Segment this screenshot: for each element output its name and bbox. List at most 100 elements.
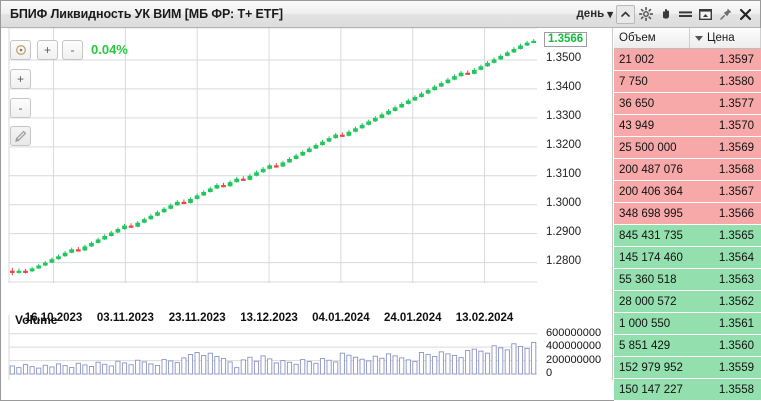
volume-title: Volume [15, 313, 58, 327]
order-volume-cell: 55 360 518 [619, 273, 677, 286]
order-volume-cell: 152 979 952 [619, 361, 683, 374]
order-book-row[interactable]: 200 406 364 1.3567 [614, 181, 761, 203]
lines-icon[interactable] [676, 5, 695, 24]
order-price-cell: 1.3562 [718, 295, 754, 308]
price-gridlines [8, 28, 537, 283]
timeframe-label[interactable]: день [576, 8, 605, 20]
x-axis-tick: 03.11.2023 [96, 312, 154, 324]
order-volume-cell: 1 000 550 [619, 317, 671, 330]
order-price-cell: 1.3565 [718, 229, 754, 242]
order-book-row[interactable]: 145 174 460 1.3564 [614, 247, 761, 269]
order-volume-cell: 845 431 735 [619, 229, 683, 242]
order-volume-cell: 36 650 [619, 97, 655, 110]
x-axis-tick: 04.01.2024 [312, 312, 370, 324]
y-axis-tick: 1.3200 [546, 138, 582, 151]
order-volume-cell: 25 500 000 [619, 141, 677, 154]
order-book-row[interactable]: 43 949 1.3570 [614, 115, 761, 137]
order-price-cell: 1.3558 [718, 383, 754, 396]
order-volume-cell: 200 487 076 [619, 163, 683, 176]
volume-y-axis-tick: 0 [546, 367, 553, 379]
zoom-in-button[interactable]: + [37, 40, 58, 60]
y-axis-tick: 1.3400 [546, 80, 582, 93]
close-icon[interactable] [736, 5, 755, 24]
order-book-rows[interactable]: 21 002 1.3597 7 750 1.3580 36 650 1.3577 43 94… [614, 49, 761, 401]
x-axis-tick: 24.01.2024 [383, 312, 442, 324]
order-book[interactable]: Объем Цена 21 002 1.3597 7 750 1.3580 36 650… [614, 28, 761, 401]
y-axis-tick: 1.3000 [546, 196, 582, 209]
pin-icon[interactable] [716, 5, 735, 24]
gear-icon[interactable] [636, 5, 655, 24]
zoom-out-button[interactable]: - [62, 40, 83, 60]
order-book-row[interactable]: 152 979 952 1.3559 [614, 357, 761, 379]
y-zoom-in-button[interactable]: + [10, 69, 31, 89]
y-axis-tick: 1.2800 [546, 254, 582, 267]
order-volume-cell: 150 147 227 [619, 383, 683, 396]
order-volume-cell: 348 698 995 [619, 207, 683, 220]
order-book-row[interactable]: 5 851 429 1.3560 [614, 335, 761, 357]
volume-y-axis-tick: 600000000 [546, 326, 602, 339]
order-price-cell: 1.3577 [718, 97, 754, 110]
order-book-row[interactable]: 7 750 1.3580 [614, 71, 761, 93]
y-axis-tick: 1.2900 [546, 225, 582, 238]
order-price-cell: 1.3563 [718, 273, 754, 286]
titlebar-controls: день ▾ [577, 1, 761, 27]
hand-icon[interactable] [656, 5, 675, 24]
window-title: БПИФ Ликвидность УК ВИМ [МБ ФР: T+ ETF] [10, 7, 283, 21]
order-book-row[interactable]: 150 147 227 1.3558 [614, 379, 761, 401]
title-bar: БПИФ Ликвидность УК ВИМ [МБ ФР: T+ ETF] … [1, 1, 760, 28]
order-price-cell: 1.3559 [718, 361, 754, 374]
y-zoom-out-button[interactable]: - [10, 98, 31, 118]
collapse-icon[interactable] [616, 4, 635, 24]
change-percent-label: 0.04% [91, 42, 128, 57]
order-book-row[interactable]: 36 650 1.3577 [614, 93, 761, 115]
order-book-header: Объем Цена [614, 28, 761, 49]
order-price-cell: 1.3568 [718, 163, 754, 176]
order-book-row[interactable]: 25 500 000 1.3569 [614, 137, 761, 159]
price-plot[interactable] [1, 28, 612, 283]
column-header-price-label: Цена [707, 32, 735, 44]
y-axis-tick: 1.3500 [546, 51, 582, 64]
y-axis-tick: 1.3300 [546, 109, 582, 122]
column-header-price[interactable]: Цена [690, 28, 761, 48]
window-icon[interactable] [696, 5, 715, 24]
sort-desc-icon[interactable] [695, 35, 703, 41]
volume-bars [8, 315, 537, 380]
order-book-row[interactable]: 28 000 572 1.3562 [614, 291, 761, 313]
order-price-cell: 1.3567 [718, 185, 754, 198]
x-axis-tick: 13.02.2024 [455, 312, 514, 324]
current-price-badge: 1.3566 [544, 31, 588, 47]
order-price-cell: 1.3580 [718, 75, 754, 88]
volume-subchart[interactable]: Volume [1, 313, 612, 380]
order-volume-cell: 21 002 [619, 53, 655, 66]
order-book-row[interactable]: 200 487 076 1.3568 [614, 159, 761, 181]
order-volume-cell: 200 406 364 [619, 185, 683, 198]
order-volume-cell: 5 851 429 [619, 339, 671, 352]
order-book-row[interactable]: 21 002 1.3597 [614, 49, 761, 71]
x-axis-tick: 16.10.2023 [24, 312, 83, 324]
volume-y-axis-tick: 200000000 [546, 353, 602, 366]
order-price-cell: 1.3564 [718, 251, 754, 264]
order-price-cell: 1.3560 [718, 339, 754, 352]
order-book-row[interactable]: 845 431 735 1.3565 [614, 225, 761, 247]
column-header-volume[interactable]: Объем [614, 28, 690, 48]
order-price-cell: 1.3570 [718, 119, 754, 132]
x-axis-tick: 23.11.2023 [168, 312, 226, 324]
y-axis-tick: 1.3100 [546, 167, 582, 180]
order-book-row[interactable]: 1 000 550 1.3561 [614, 313, 761, 335]
timeframe-caret-icon[interactable]: ▾ [607, 9, 613, 21]
order-book-row[interactable]: 348 698 995 1.3566 [614, 203, 761, 225]
order-volume-cell: 7 750 [619, 75, 648, 88]
order-price-cell: 1.3566 [718, 207, 754, 220]
x-axis-tick: 13.12.2023 [240, 312, 298, 324]
reset-zoom-button[interactable] [10, 40, 31, 60]
candlestick-series [9, 39, 537, 276]
chart-pane[interactable]: + - + - 0.04% 1.3500 1.3400 1.3300 1.3200 1.… [1, 28, 613, 380]
date-x-axis: 16.10.2023 03.11.2023 23.11.2023 13.12.2023… [1, 283, 612, 324]
volume-y-axis-tick: 400000000 [546, 340, 602, 353]
order-book-row[interactable]: 55 360 518 1.3563 [614, 269, 761, 291]
order-price-cell: 1.3561 [718, 317, 754, 330]
pencil-icon[interactable] [10, 126, 31, 146]
order-price-cell: 1.3597 [718, 53, 754, 66]
order-volume-cell: 28 000 572 [619, 295, 677, 308]
